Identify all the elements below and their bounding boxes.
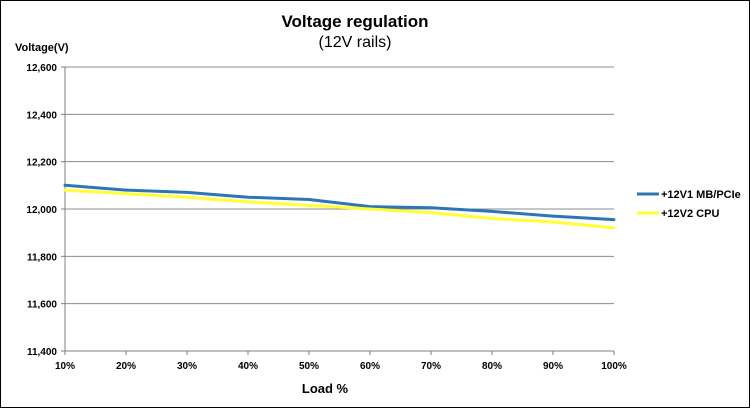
y-tick-label: 12,600: [26, 63, 57, 74]
chart-title: Voltage regulation: [281, 12, 428, 31]
legend: +12V1 MB/PCIe +12V2 CPU: [637, 189, 741, 220]
x-tick-label: 70%: [421, 361, 441, 372]
y-tick-label: 12,200: [26, 158, 57, 169]
x-tick-label: 90%: [543, 361, 563, 372]
series-lines: [63, 183, 616, 230]
x-tick-label: 40%: [238, 361, 258, 372]
y-tick-label: 11,600: [27, 300, 57, 311]
y-axis-label: Voltage(V): [15, 42, 69, 54]
y-tick-label: 11,400: [27, 347, 57, 358]
legend-label-1: +12V1 MB/PCIe: [661, 189, 741, 201]
x-tick-label: 50%: [299, 361, 319, 372]
x-tick-labels: 10% 20% 30% 40% 50% 60% 70% 80% 90% 100%: [55, 361, 627, 372]
series-line-2: [63, 188, 616, 230]
x-axis-label: Load %: [302, 381, 349, 396]
x-tick-label: 80%: [482, 361, 502, 372]
series-line-1: [63, 183, 616, 222]
chart-subtitle: (12V rails): [319, 34, 392, 51]
y-tick-label: 12,400: [26, 110, 57, 121]
x-tick-label: 100%: [601, 361, 627, 372]
y-tick-labels: 11,400 11,600 11,800 12,000 12,200 12,400 12,6…: [26, 63, 57, 358]
x-tick-label: 60%: [360, 361, 380, 372]
x-tick-label: 30%: [177, 361, 197, 372]
x-tick-label: 10%: [55, 361, 75, 372]
gridlines: [61, 66, 615, 355]
x-tick-label: 20%: [116, 361, 136, 372]
legend-label-2: +12V2 CPU: [661, 208, 719, 220]
y-tick-label: 12,000: [26, 205, 57, 216]
y-tick-label: 11,800: [27, 252, 57, 263]
